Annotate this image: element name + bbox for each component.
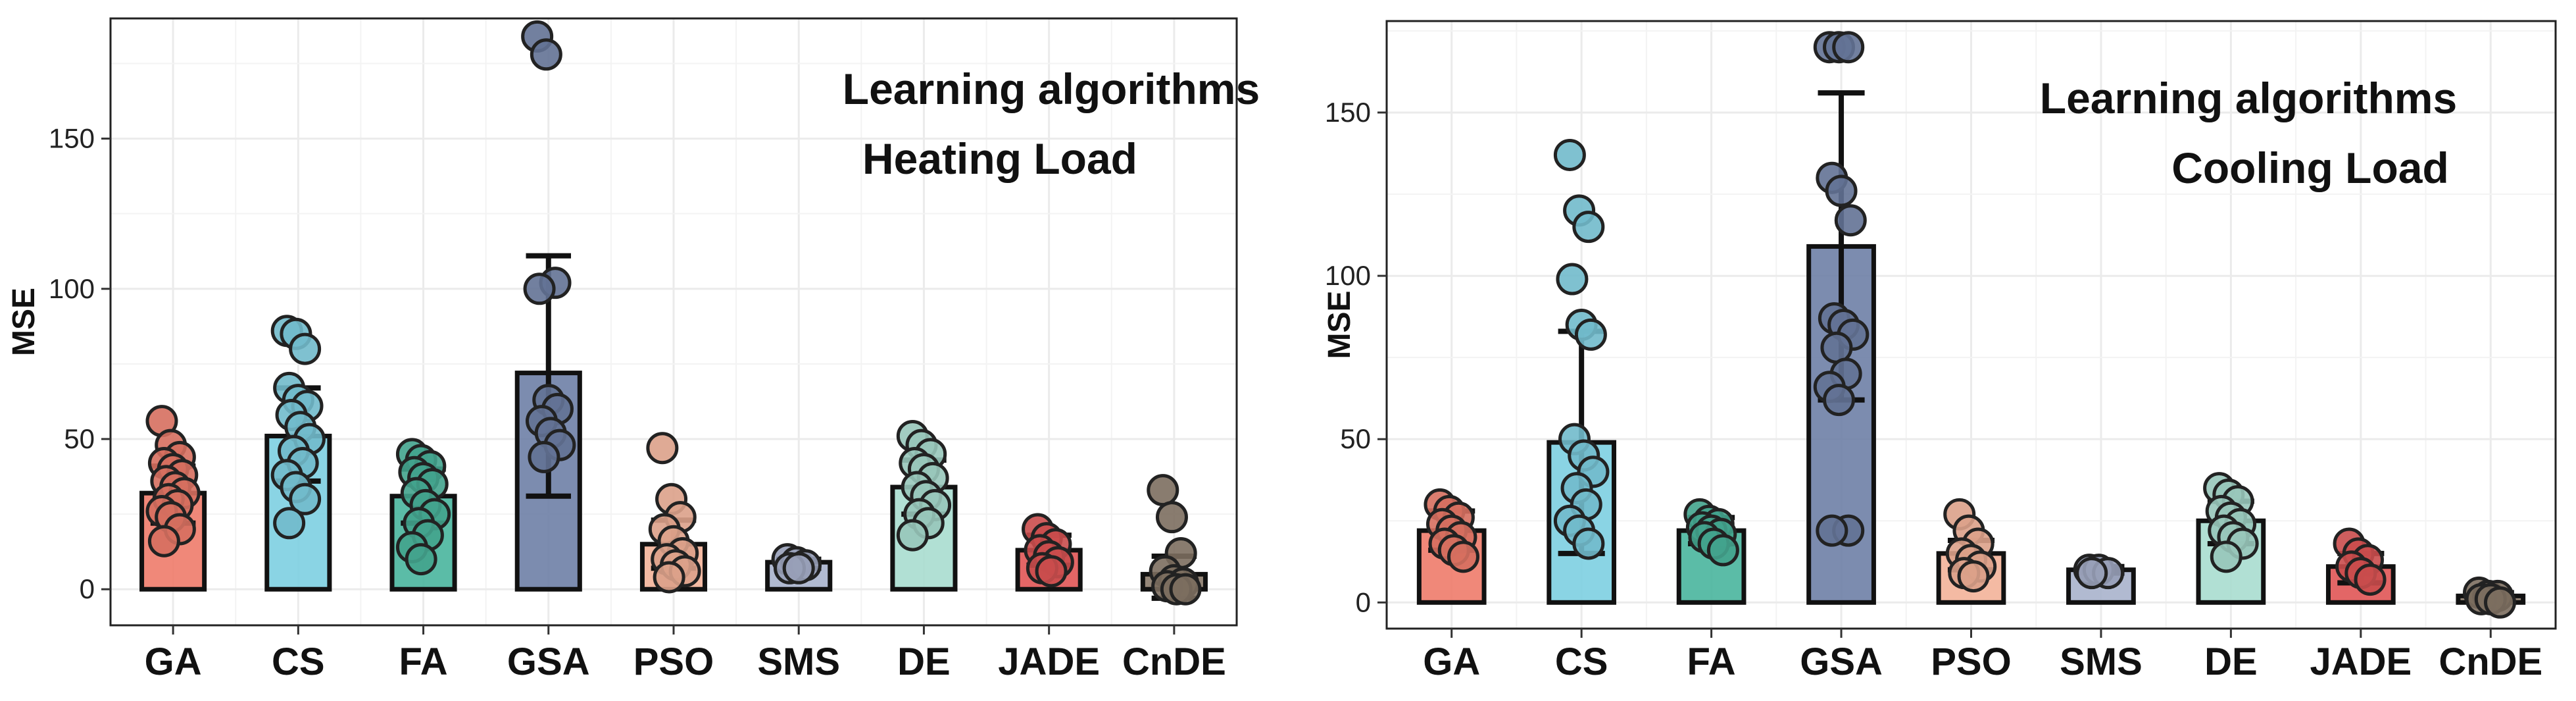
x-tick-label-cnde: CnDE: [2439, 640, 2542, 683]
x-tick-label-jade: JADE: [2310, 640, 2412, 683]
bar-group-fa: [389, 438, 457, 592]
bar-group-ga: [139, 405, 207, 592]
data-point-cnde: [1155, 501, 1188, 534]
annotation-2: Heating Load: [862, 134, 1137, 183]
x-tick-label-jade: JADE: [998, 640, 1100, 683]
bar-group-fa: [1676, 498, 1746, 605]
bar-group-gsa: [514, 20, 582, 592]
y-tick-label: 0: [80, 573, 95, 604]
x-tick-label-sms: SMS: [757, 640, 840, 683]
data-point-cs: [289, 332, 322, 365]
cooling-load-panel: GA CS FA GSA PSO SMS DE JADE CnDE 0 50 100 150 MSE Lea…: [1322, 20, 2557, 683]
data-point-pso: [646, 432, 679, 465]
data-point-cs: [1572, 527, 1605, 560]
bar-group-cs: [1547, 138, 1617, 605]
data-point-de: [2210, 540, 2242, 573]
data-point-gsa: [1834, 204, 1867, 237]
data-point-jade: [2354, 563, 2387, 596]
data-point-gsa: [1825, 174, 1858, 207]
data-point-cs: [273, 507, 306, 540]
x-tick-label-ga: GA: [145, 640, 202, 683]
x-tick-label-fa: FA: [399, 640, 447, 683]
bar-group-cnde: [1140, 474, 1208, 606]
bar-group-jade: [2325, 527, 2396, 605]
bar-group-pso: [1936, 498, 2006, 605]
x-tick-label-de: DE: [2204, 640, 2258, 683]
data-point-fa: [1706, 534, 1739, 567]
x-tick-label-pso: PSO: [633, 640, 714, 683]
data-point-cs: [1553, 138, 1586, 171]
x-tick-label-gsa: GSA: [1800, 640, 1883, 683]
bar-group-sms: [765, 543, 833, 592]
x-tick-label-sms: SMS: [2060, 640, 2143, 683]
data-point-cs: [289, 482, 322, 515]
grid: [110, 18, 1237, 625]
x-tick-label-gsa: GSA: [507, 640, 590, 683]
y-tick-label: 50: [1340, 423, 1371, 454]
data-point-cs: [1574, 318, 1607, 351]
data-point-gsa: [530, 38, 562, 71]
annotation-1: Learning algorithms: [843, 65, 1260, 113]
data-point-cnde: [1169, 573, 1202, 606]
x-tick-label-fa: FA: [1687, 640, 1736, 683]
data-point-cnde: [2483, 586, 2516, 619]
y-tick-label: 150: [1325, 97, 1371, 128]
heating-load-panel: GA CS FA GSA PSO SMS DE JADE CnDE 0 50 100 150 MSE Lea…: [7, 17, 1260, 683]
bar-group-sms: [2066, 554, 2136, 605]
data-point-sms: [2075, 557, 2108, 590]
y-tick-label: 100: [49, 273, 95, 304]
data-point-cs: [1556, 263, 1589, 296]
y-tick-label: 100: [1325, 260, 1371, 291]
data-point-gsa: [1823, 384, 1856, 417]
data-point-gsa: [528, 440, 560, 473]
y-tick-label: 0: [1356, 586, 1371, 617]
y-axis-title: MSE: [1322, 290, 1357, 359]
annotation-2: Cooling Load: [2171, 143, 2449, 192]
bar-group-de: [890, 419, 958, 592]
data-point-jade: [1035, 555, 1068, 588]
x-tick-label-de: DE: [897, 640, 951, 683]
y-tick-label: 50: [64, 423, 95, 454]
data-point-pso: [653, 561, 685, 594]
y-axis-title: MSE: [7, 288, 41, 356]
x-tick-label-pso: PSO: [1931, 640, 2012, 683]
data-point-sms: [782, 552, 815, 584]
data-point-fa: [405, 543, 437, 576]
y-tick-label: 150: [49, 123, 95, 154]
bar-group-cs: [264, 315, 332, 592]
bar-group-pso: [639, 432, 708, 594]
data-point-cnde: [1147, 474, 1179, 507]
bar-group-cnde: [2456, 576, 2526, 619]
x-tick-label-cs: CS: [1555, 640, 1608, 683]
data-point-pso: [1957, 560, 1990, 593]
data-point-cs: [1572, 211, 1605, 244]
data-point-gsa: [1816, 514, 1848, 547]
data-point-ga: [147, 525, 180, 558]
data-point-ga: [1447, 540, 1479, 573]
data-point-gsa: [1832, 31, 1865, 64]
annotation-1: Learning algorithms: [2040, 74, 2457, 122]
data-point-de: [896, 519, 929, 552]
bar-group-de: [2196, 472, 2266, 605]
x-tick-label-cnde: CnDE: [1122, 640, 1226, 683]
bar-group-jade: [1015, 513, 1083, 592]
data-point-gsa: [523, 273, 556, 305]
x-tick-label-ga: GA: [1423, 640, 1480, 683]
x-tick-label-cs: CS: [272, 640, 325, 683]
bar-group-ga: [1416, 488, 1487, 605]
bar-group-gsa: [1806, 31, 1876, 605]
